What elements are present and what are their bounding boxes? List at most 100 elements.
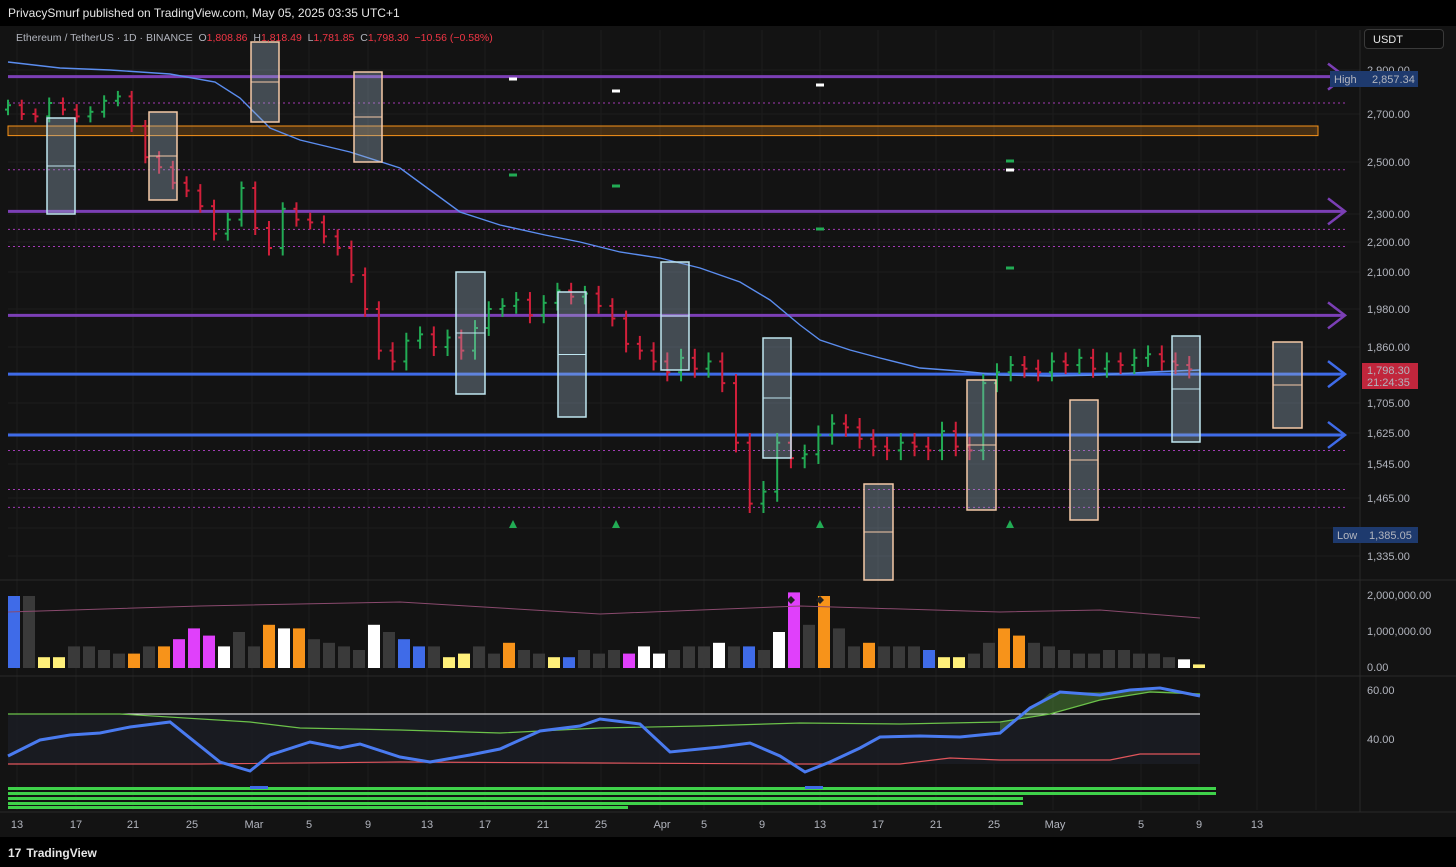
volume-bar <box>413 646 425 668</box>
volume-tick-label: 0.00 <box>1367 662 1388 674</box>
volume-bar <box>608 650 620 668</box>
symbol-name: Ethereum / TetherUS · 1D · BINANCE <box>16 32 193 44</box>
volume-bar <box>443 657 455 668</box>
volume-bar <box>488 653 500 668</box>
volume-bar <box>398 639 410 668</box>
oscillator-tick-label: 40.00 <box>1367 734 1395 746</box>
level-arrow-icon <box>1327 360 1348 389</box>
volume-bar <box>1148 653 1160 668</box>
volume-bar <box>83 646 95 668</box>
volume-bar <box>1088 653 1100 668</box>
high-marker-bg <box>1330 71 1418 87</box>
close-label: C <box>360 32 368 44</box>
level-arrow-icon <box>1327 420 1348 449</box>
low-value: 1,781.85 <box>313 32 355 44</box>
price-tick-label: 1,625.00 <box>1367 428 1410 440</box>
volume-diamond-icon <box>787 596 795 604</box>
high-marker-value: 2,857.34 <box>1372 74 1415 86</box>
volume-bar <box>293 628 305 668</box>
volume-bar <box>278 628 290 668</box>
price-tick-label: 1,465.00 <box>1367 493 1410 505</box>
footer-bar <box>0 837 1456 867</box>
orange-zone <box>7 125 1319 137</box>
trend-strip <box>8 806 628 809</box>
date-tick-label: 25 <box>595 819 607 831</box>
buy-triangle-icon <box>509 520 517 528</box>
tradingview-brand[interactable]: 17 TradingView <box>8 846 97 860</box>
price-tick-label: 2,100.00 <box>1367 267 1410 279</box>
countdown-value: 21:24:35 <box>1367 377 1410 389</box>
price-tick-label: 1,705.00 <box>1367 398 1410 410</box>
volume-bar <box>143 646 155 668</box>
volume-bar <box>728 646 740 668</box>
volume-bar <box>563 657 575 668</box>
price-tick-label: 2,500.00 <box>1367 157 1410 169</box>
volume-bar <box>953 657 965 668</box>
volume-bar <box>383 632 395 668</box>
volume-bar <box>683 646 695 668</box>
volume-bar <box>968 653 980 668</box>
trend-strip <box>8 792 1216 795</box>
volume-bar <box>533 653 545 668</box>
open-value: 1,808.86 <box>206 32 248 44</box>
level-arrow-icon <box>1327 301 1348 330</box>
volume-bar <box>908 646 920 668</box>
oscillator-signal-green <box>8 691 1201 734</box>
volume-bar <box>173 639 185 668</box>
date-tick-label: 17 <box>70 819 82 831</box>
volume-bar <box>923 650 935 668</box>
volume-bar <box>998 628 1010 668</box>
volume-bar <box>818 596 830 668</box>
volume-bar <box>1013 635 1025 668</box>
volume-bar <box>23 596 35 668</box>
high-value: 1,818.49 <box>260 32 302 44</box>
date-tick-label: 5 <box>306 819 312 831</box>
date-tick-label: May <box>1045 819 1066 831</box>
date-tick-label: 21 <box>537 819 549 831</box>
trend-strip-marker <box>805 786 823 789</box>
date-tick-label: 25 <box>186 819 198 831</box>
volume-bar <box>548 657 560 668</box>
volume-bar <box>128 653 140 668</box>
volume-bar <box>1133 653 1145 668</box>
date-tick-label: 13 <box>814 819 826 831</box>
symbol-legend: Ethereum / TetherUS · 1D · BINANCE O1,80… <box>16 32 493 44</box>
volume-bar <box>668 650 680 668</box>
buy-triangle-icon <box>1006 520 1014 528</box>
price-tick-label: 1,860.00 <box>1367 342 1410 354</box>
volume-bar <box>458 653 470 668</box>
volume-bar <box>1028 642 1040 668</box>
chart-frame[interactable] <box>0 26 1456 837</box>
price-tick-label: 2,300.00 <box>1367 209 1410 221</box>
price-tick-label: 1,545.00 <box>1367 459 1410 471</box>
volume-bar <box>203 635 215 668</box>
volume-bar <box>893 646 905 668</box>
oscillator-band <box>8 714 1200 764</box>
volume-bar <box>503 642 515 668</box>
volume-bar <box>323 642 335 668</box>
trend-strip-marker <box>250 786 268 789</box>
volume-bar <box>1058 650 1070 668</box>
volume-bar <box>743 646 755 668</box>
volume-bar <box>1178 659 1190 668</box>
volume-bar <box>983 642 995 668</box>
price-tick-label: 1,335.00 <box>1367 551 1410 563</box>
volume-bar <box>1043 646 1055 668</box>
volume-bar <box>698 646 710 668</box>
volume-bar <box>338 646 350 668</box>
date-tick-label: 9 <box>1196 819 1202 831</box>
volume-bar <box>8 596 20 668</box>
low-marker-label: Low <box>1337 530 1357 542</box>
currency-button[interactable]: USDT <box>1364 29 1444 49</box>
high-marker-label: High <box>1334 74 1357 86</box>
level-arrow-icon <box>1327 197 1348 226</box>
volume-bar <box>833 628 845 668</box>
volume-bar <box>353 650 365 668</box>
date-tick-label: Mar <box>245 819 264 831</box>
buy-triangle-icon <box>816 520 824 528</box>
date-tick-label: 13 <box>11 819 23 831</box>
volume-bar <box>308 639 320 668</box>
trend-strip <box>8 797 1023 800</box>
tradingview-logo-icon: 17 <box>8 846 22 860</box>
